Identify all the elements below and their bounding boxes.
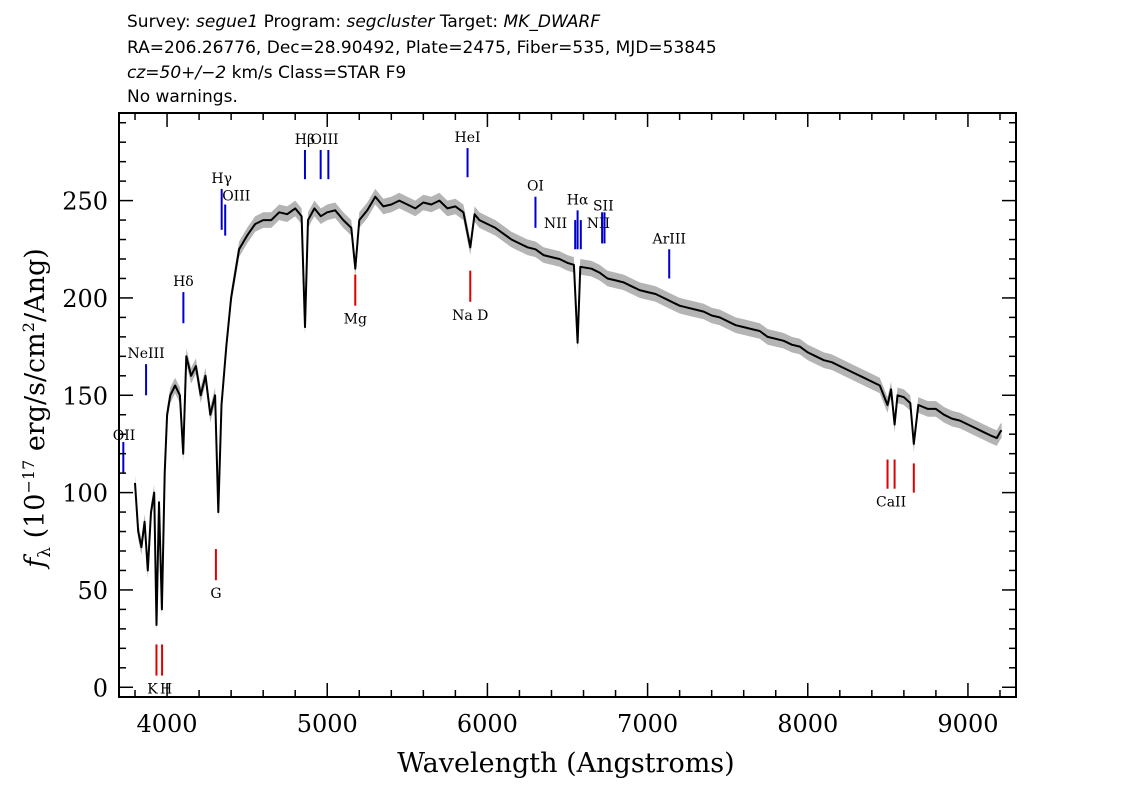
marker-label: OI (527, 179, 544, 195)
x-tick-label: 9000 (937, 710, 998, 738)
x-tick-label: 7000 (617, 710, 678, 738)
axis-tick-labels: 4000 5000 6000 7000 8000 9000 0 50 100 150 200 250 (62, 188, 998, 738)
spectrum-line-0 (134, 195, 1003, 626)
x-tick-label: 6000 (457, 710, 518, 738)
marker-label: Mg (344, 312, 367, 328)
x-tick-label: 4000 (137, 710, 198, 738)
y-tick-label: 250 (62, 188, 108, 216)
marker-label: OIII (310, 132, 338, 148)
axis-ticks (119, 113, 1016, 697)
y-tick-label: 0 (93, 674, 108, 702)
marker-label: CaII (876, 495, 906, 511)
marker-label: HeI (455, 130, 481, 146)
program-value: segcluster (346, 12, 435, 32)
x-axis-label: Wavelength (Angstroms) (397, 748, 734, 779)
survey-value: segue1 (196, 12, 259, 32)
marker-label: K (147, 682, 158, 698)
plot-frame (118, 112, 1017, 698)
header-line-2: RA=206.26776, Dec=28.90492, Plate=2475, … (127, 38, 717, 58)
x-tick-label: 8000 (777, 710, 838, 738)
spectrum-line-layer (134, 195, 1003, 626)
marker-label: OIII (222, 188, 250, 204)
marker-label: NII (587, 216, 610, 232)
x-tick-label: 5000 (297, 710, 358, 738)
error-band-0 (135, 188, 1002, 633)
class-text: km/s Class=STAR F9 (231, 63, 407, 83)
marker-label: Hβ (295, 132, 315, 148)
marker-label: OII (113, 428, 136, 444)
y-tick-label: 150 (62, 382, 108, 410)
error-band-layer (135, 188, 1002, 633)
header-line-3: cz=50+/−2 km/s Class=STAR F9 (127, 63, 406, 83)
redshift-value: cz=50+/−2 (127, 63, 227, 83)
survey-label: Survey: (127, 12, 191, 32)
y-tick-label: 200 (62, 285, 108, 313)
header-line-4: No warnings. (127, 87, 238, 107)
marker-label: SII (593, 198, 614, 214)
marker-label: ArIII (652, 231, 686, 247)
marker-label: Hα (567, 192, 589, 208)
marker-label: G (210, 586, 221, 602)
marker-label: Hδ (173, 274, 194, 290)
y-tick-label: 100 (62, 480, 108, 508)
program-label: Program: (263, 12, 342, 32)
marker-label: H (160, 682, 172, 698)
marker-label: Hγ (211, 171, 232, 187)
y-tick-label: 50 (77, 577, 108, 605)
marker-label: NeIII (127, 346, 164, 362)
y-axis-label: fλ (10−17 erg/s/cm2/Ang) (19, 248, 55, 570)
marker-label: NII (544, 216, 567, 232)
target-value: MK_DWARF (503, 12, 601, 32)
header-line-1: Survey: segue1 Program: segcluster Targe… (127, 12, 600, 32)
target-label: Target: (439, 12, 499, 32)
marker-label: Na D (452, 308, 488, 324)
